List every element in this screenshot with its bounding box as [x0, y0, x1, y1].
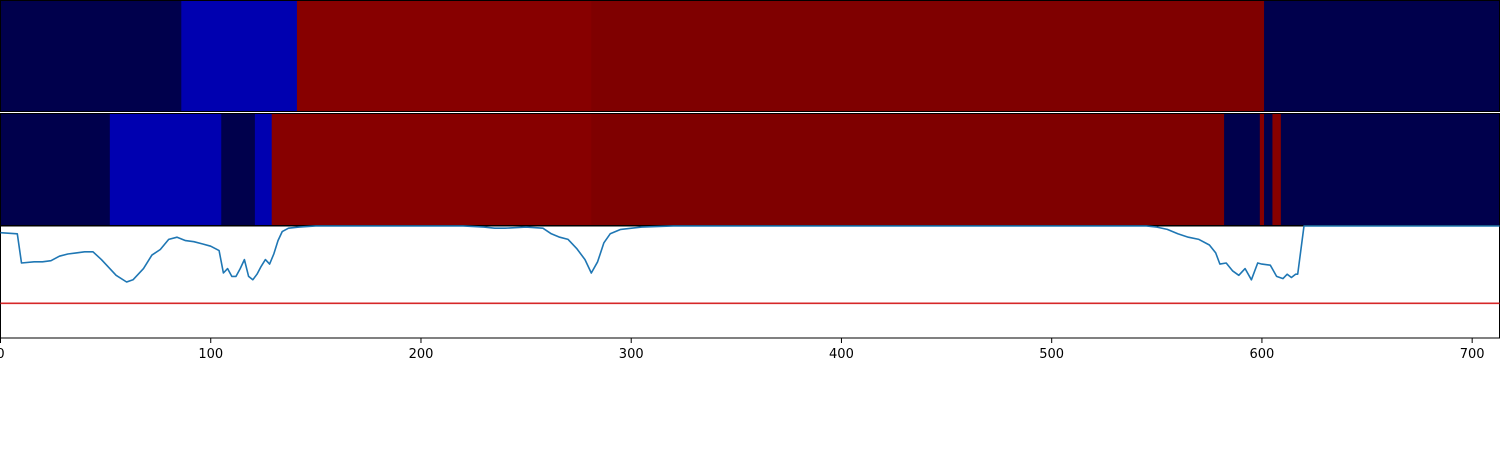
top-band-segment-3	[591, 0, 1265, 112]
line-panel-frame	[0, 225, 1500, 339]
x-tick-label-7: 700	[1460, 347, 1485, 362]
x-tick-label-3: 300	[619, 347, 644, 362]
x-tick-label-6: 600	[1250, 347, 1275, 362]
top-heatmap-band	[0, 0, 1500, 112]
x-tick-label-1: 100	[198, 347, 223, 362]
middle-band-segment-6	[1224, 113, 1261, 226]
x-axis: 0 100 200 300 400 500 600 700	[0, 338, 1485, 362]
x-tick-label-4: 400	[829, 347, 854, 362]
top-band-segment-4	[1264, 0, 1500, 112]
top-band-segment-0	[0, 0, 182, 112]
middle-heatmap-band	[0, 113, 1500, 226]
middle-band-segment-0	[0, 113, 111, 226]
middle-band-segment-5	[591, 113, 1225, 226]
data-series-line	[0, 225, 1500, 283]
middle-band-segment-8	[1264, 113, 1274, 226]
middle-band-segment-1	[109, 113, 222, 226]
top-band-segment-2	[296, 0, 592, 112]
middle-band-segment-3	[254, 113, 273, 226]
middle-band-segment-4	[271, 113, 592, 226]
top-band-segment-1	[181, 0, 298, 112]
x-tick-label-2: 200	[409, 347, 434, 362]
x-tick-label-0: 0	[0, 347, 5, 362]
middle-band-segment-2	[221, 113, 256, 226]
x-tick-label-5: 500	[1039, 347, 1064, 362]
middle-band-segment-7	[1259, 113, 1265, 226]
line-plot-panel	[0, 225, 1500, 339]
middle-band-segment-9	[1272, 113, 1282, 226]
middle-band-segment-10	[1280, 113, 1500, 226]
